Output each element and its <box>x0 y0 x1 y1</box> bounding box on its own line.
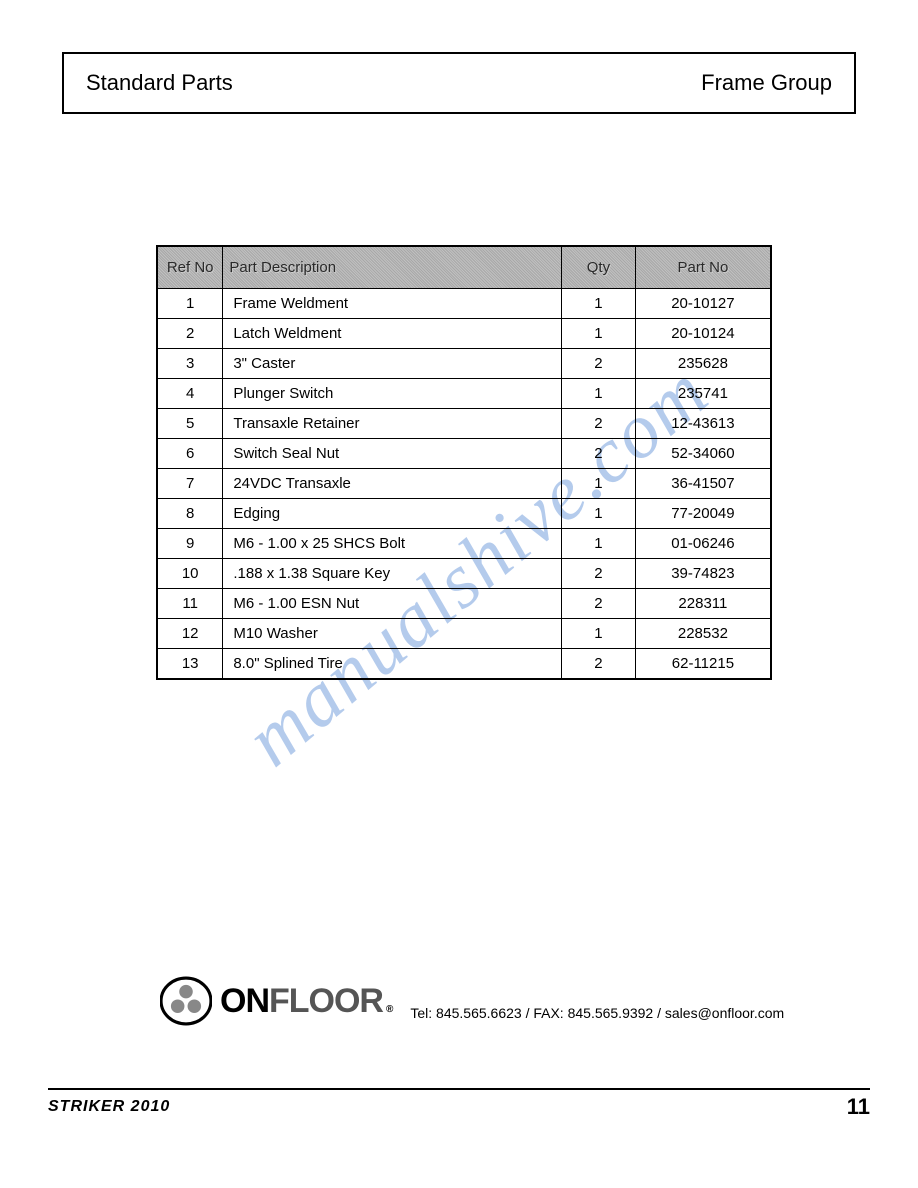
table-cell: 20-10127 <box>635 288 771 318</box>
table-cell: 1 <box>562 468 636 498</box>
table-cell: Plunger Switch <box>223 378 562 408</box>
brand-logo-icon <box>160 975 212 1027</box>
table-cell: 77-20049 <box>635 498 771 528</box>
col-header-partno: Part No <box>635 246 771 288</box>
table-cell: Edging <box>223 498 562 528</box>
table-row: 33" Caster2235628 <box>157 348 771 378</box>
table-cell: 1 <box>157 288 223 318</box>
table-cell: 20-10124 <box>635 318 771 348</box>
brand-logo: ONFLOOR® <box>160 975 392 1027</box>
table-row: 11M6 - 1.00 ESN Nut2228311 <box>157 588 771 618</box>
header-left-title: Standard Parts <box>86 70 233 96</box>
table-row: 1Frame Weldment120-10127 <box>157 288 771 318</box>
table-cell: Switch Seal Nut <box>223 438 562 468</box>
table-cell: 1 <box>562 498 636 528</box>
table-cell: 235741 <box>635 378 771 408</box>
table-cell: 52-34060 <box>635 438 771 468</box>
table-cell: 2 <box>562 408 636 438</box>
table-cell: M10 Washer <box>223 618 562 648</box>
table-cell: 228311 <box>635 588 771 618</box>
footer-divider <box>48 1088 870 1090</box>
brand-logo-text: ONFLOOR® <box>220 982 392 1021</box>
table-cell: 6 <box>157 438 223 468</box>
table-row: 10.188 x 1.38 Square Key239-74823 <box>157 558 771 588</box>
table-cell: 7 <box>157 468 223 498</box>
table-row: 5Transaxle Retainer212-43613 <box>157 408 771 438</box>
table-cell: 01-06246 <box>635 528 771 558</box>
table-cell: Transaxle Retainer <box>223 408 562 438</box>
table-cell: 8 <box>157 498 223 528</box>
table-row: 12M10 Washer1228532 <box>157 618 771 648</box>
table-cell: 2 <box>562 438 636 468</box>
table-row: 724VDC Transaxle136-41507 <box>157 468 771 498</box>
table-cell: 1 <box>562 618 636 648</box>
table-cell: 1 <box>562 288 636 318</box>
table-cell: M6 - 1.00 ESN Nut <box>223 588 562 618</box>
header-right-title: Frame Group <box>701 70 832 96</box>
table-row: 2Latch Weldment120-10124 <box>157 318 771 348</box>
table-cell: 2 <box>562 588 636 618</box>
table-cell: 1 <box>562 318 636 348</box>
table-cell: 2 <box>562 648 636 679</box>
col-header-desc: Part Description <box>223 246 562 288</box>
table-header-row: Ref No Part Description Qty Part No <box>157 246 771 288</box>
table-cell: 12 <box>157 618 223 648</box>
footer-page-number: 11 <box>847 1094 870 1120</box>
table-row: 9M6 - 1.00 x 25 SHCS Bolt101-06246 <box>157 528 771 558</box>
table-cell: 4 <box>157 378 223 408</box>
table-cell: .188 x 1.38 Square Key <box>223 558 562 588</box>
table-cell: 228532 <box>635 618 771 648</box>
table-cell: 5 <box>157 408 223 438</box>
table-cell: 2 <box>562 348 636 378</box>
table-cell: 12-43613 <box>635 408 771 438</box>
table-cell: Latch Weldment <box>223 318 562 348</box>
table-cell: 3 <box>157 348 223 378</box>
table-cell: 36-41507 <box>635 468 771 498</box>
table-cell: 235628 <box>635 348 771 378</box>
table-body: 1Frame Weldment120-101272Latch Weldment1… <box>157 288 771 679</box>
brand-floor: FLOOR <box>269 982 383 1021</box>
table-cell: 39-74823 <box>635 558 771 588</box>
parts-table: Ref No Part Description Qty Part No 1Fra… <box>156 245 772 680</box>
contact-line: Tel: 845.565.6623 / FAX: 845.565.9392 / … <box>410 1005 784 1027</box>
col-header-qty: Qty <box>562 246 636 288</box>
brand-on: ON <box>220 982 269 1021</box>
table-cell: Frame Weldment <box>223 288 562 318</box>
table-cell: 13 <box>157 648 223 679</box>
table-cell: 3" Caster <box>223 348 562 378</box>
brand-registered: ® <box>386 1004 392 1015</box>
table-row: 8Edging177-20049 <box>157 498 771 528</box>
table-cell: 8.0" Splined Tire <box>223 648 562 679</box>
table-cell: 62-11215 <box>635 648 771 679</box>
table-cell: 24VDC Transaxle <box>223 468 562 498</box>
footer-logo-row: ONFLOOR® Tel: 845.565.6623 / FAX: 845.56… <box>160 975 784 1027</box>
table-cell: M6 - 1.00 x 25 SHCS Bolt <box>223 528 562 558</box>
table-cell: 1 <box>562 528 636 558</box>
table-cell: 2 <box>562 558 636 588</box>
table-cell: 10 <box>157 558 223 588</box>
table-cell: 9 <box>157 528 223 558</box>
table-row: 4Plunger Switch1235741 <box>157 378 771 408</box>
col-header-ref: Ref No <box>157 246 223 288</box>
table-row: 138.0" Splined Tire262-11215 <box>157 648 771 679</box>
page-header-box: Standard Parts Frame Group <box>62 52 856 114</box>
table-cell: 2 <box>157 318 223 348</box>
table-row: 6Switch Seal Nut252-34060 <box>157 438 771 468</box>
table-cell: 1 <box>562 378 636 408</box>
footer-model-name: STRIKER 2010 <box>48 1098 170 1116</box>
table-cell: 11 <box>157 588 223 618</box>
